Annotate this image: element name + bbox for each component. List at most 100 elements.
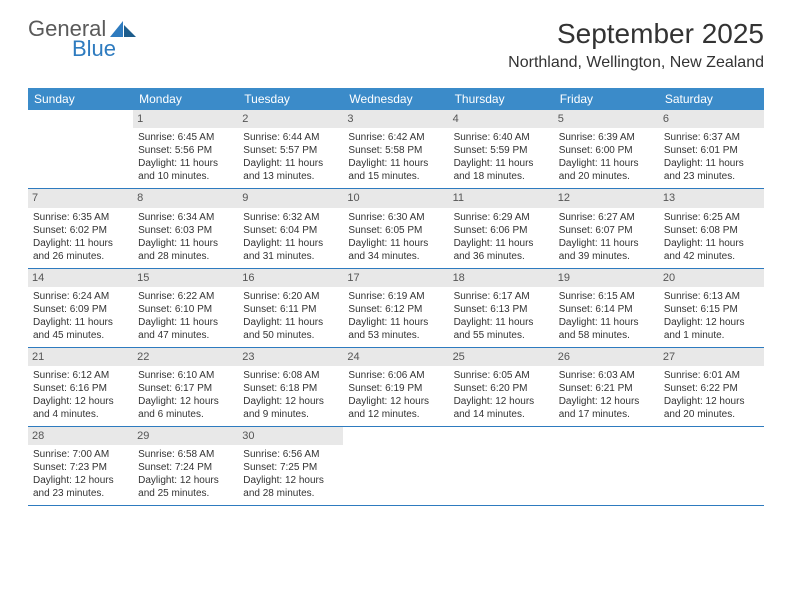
sunset-text: Sunset: 5:58 PM — [348, 144, 443, 157]
daylight-text: Daylight: 11 hours — [348, 237, 443, 250]
sunrise-text: Sunrise: 6:20 AM — [243, 290, 338, 303]
day-cell: 8Sunrise: 6:34 AMSunset: 6:03 PMDaylight… — [133, 189, 238, 267]
header: General Blue September 2025 Northland, W… — [28, 18, 764, 72]
sunrise-text: Sunrise: 6:17 AM — [454, 290, 549, 303]
day-cell: 9Sunrise: 6:32 AMSunset: 6:04 PMDaylight… — [238, 189, 343, 267]
day-cell: 7Sunrise: 6:35 AMSunset: 6:02 PMDaylight… — [28, 189, 133, 267]
daylight-text: Daylight: 11 hours — [559, 316, 654, 329]
day-cell: 10Sunrise: 6:30 AMSunset: 6:05 PMDayligh… — [343, 189, 448, 267]
daylight-text: and 25 minutes. — [138, 487, 233, 500]
daylight-text: Daylight: 12 hours — [664, 316, 759, 329]
sunset-text: Sunset: 6:02 PM — [33, 224, 128, 237]
sunset-text: Sunset: 7:24 PM — [138, 461, 233, 474]
sunrise-text: Sunrise: 6:56 AM — [243, 448, 338, 461]
sunrise-text: Sunrise: 6:39 AM — [559, 131, 654, 144]
daylight-text: and 23 minutes. — [664, 170, 759, 183]
week-row: 28Sunrise: 7:00 AMSunset: 7:23 PMDayligh… — [28, 427, 764, 506]
day-number: 13 — [659, 189, 764, 207]
day-number: 18 — [449, 269, 554, 287]
sunrise-text: Sunrise: 6:05 AM — [454, 369, 549, 382]
day-cell: 5Sunrise: 6:39 AMSunset: 6:00 PMDaylight… — [554, 110, 659, 188]
sunrise-text: Sunrise: 7:00 AM — [33, 448, 128, 461]
day-number: 1 — [133, 110, 238, 128]
sunrise-text: Sunrise: 6:12 AM — [33, 369, 128, 382]
sunset-text: Sunset: 6:01 PM — [664, 144, 759, 157]
daylight-text: Daylight: 11 hours — [454, 316, 549, 329]
daylight-text: and 15 minutes. — [348, 170, 443, 183]
sunset-text: Sunset: 6:10 PM — [138, 303, 233, 316]
daylight-text: and 45 minutes. — [33, 329, 128, 342]
day-cell: 21Sunrise: 6:12 AMSunset: 6:16 PMDayligh… — [28, 348, 133, 426]
weekday-header: SundayMondayTuesdayWednesdayThursdayFrid… — [28, 88, 764, 110]
sunset-text: Sunset: 6:14 PM — [559, 303, 654, 316]
day-cell: 2 Sunrise: 6:44 AMSunset: 5:57 PMDaylight… — [238, 110, 343, 188]
daylight-text: Daylight: 11 hours — [138, 157, 233, 170]
day-number: 6 — [659, 110, 764, 128]
sunset-text: Sunset: 6:22 PM — [664, 382, 759, 395]
sunset-text: Sunset: 5:57 PM — [243, 144, 338, 157]
daylight-text: Daylight: 11 hours — [243, 316, 338, 329]
weekday-wednesday: Wednesday — [343, 88, 448, 110]
sunset-text: Sunset: 5:56 PM — [138, 144, 233, 157]
daylight-text: and 42 minutes. — [664, 250, 759, 263]
daylight-text: and 20 minutes. — [559, 170, 654, 183]
day-cell: 1 Sunrise: 6:45 AMSunset: 5:56 PMDaylight… — [133, 110, 238, 188]
daylight-text: Daylight: 11 hours — [559, 237, 654, 250]
day-cell: 22Sunrise: 6:10 AMSunset: 6:17 PMDayligh… — [133, 348, 238, 426]
week-row: 14Sunrise: 6:24 AMSunset: 6:09 PMDayligh… — [28, 269, 764, 348]
daylight-text: Daylight: 12 hours — [138, 395, 233, 408]
day-number: 30 — [238, 427, 343, 445]
day-cell: 20Sunrise: 6:13 AMSunset: 6:15 PMDayligh… — [659, 269, 764, 347]
day-cell — [449, 427, 554, 505]
day-number: 2 — [238, 110, 343, 128]
sunset-text: Sunset: 6:05 PM — [348, 224, 443, 237]
month-title: September 2025 — [508, 18, 764, 50]
day-number: 27 — [659, 348, 764, 366]
sunset-text: Sunset: 6:13 PM — [454, 303, 549, 316]
sunrise-text: Sunrise: 6:19 AM — [348, 290, 443, 303]
daylight-text: and 53 minutes. — [348, 329, 443, 342]
sunrise-text: Sunrise: 6:35 AM — [33, 211, 128, 224]
logo-sail-icon — [110, 21, 136, 37]
sunrise-text: Sunrise: 6:44 AM — [243, 131, 338, 144]
daylight-text: and 31 minutes. — [243, 250, 338, 263]
sunrise-text: Sunrise: 6:42 AM — [348, 131, 443, 144]
daylight-text: and 17 minutes. — [559, 408, 654, 421]
day-cell: 26Sunrise: 6:03 AMSunset: 6:21 PMDayligh… — [554, 348, 659, 426]
sunrise-text: Sunrise: 6:01 AM — [664, 369, 759, 382]
daylight-text: and 18 minutes. — [454, 170, 549, 183]
daylight-text: and 20 minutes. — [664, 408, 759, 421]
week-row: 7Sunrise: 6:35 AMSunset: 6:02 PMDaylight… — [28, 189, 764, 268]
daylight-text: Daylight: 11 hours — [454, 237, 549, 250]
daylight-text: and 39 minutes. — [559, 250, 654, 263]
day-number: 23 — [238, 348, 343, 366]
sunrise-text: Sunrise: 6:58 AM — [138, 448, 233, 461]
daylight-text: and 55 minutes. — [454, 329, 549, 342]
sunrise-text: Sunrise: 6:30 AM — [348, 211, 443, 224]
day-number: 11 — [449, 189, 554, 207]
weekday-friday: Friday — [554, 88, 659, 110]
sunrise-text: Sunrise: 6:10 AM — [138, 369, 233, 382]
day-number: 25 — [449, 348, 554, 366]
day-number: 3 — [343, 110, 448, 128]
sunset-text: Sunset: 6:17 PM — [138, 382, 233, 395]
sunset-text: Sunset: 6:04 PM — [243, 224, 338, 237]
sunrise-text: Sunrise: 6:37 AM — [664, 131, 759, 144]
day-number: 9 — [238, 189, 343, 207]
weekday-saturday: Saturday — [659, 88, 764, 110]
daylight-text: and 13 minutes. — [243, 170, 338, 183]
calendar: SundayMondayTuesdayWednesdayThursdayFrid… — [28, 88, 764, 506]
sunrise-text: Sunrise: 6:45 AM — [138, 131, 233, 144]
day-number: 8 — [133, 189, 238, 207]
daylight-text: Daylight: 11 hours — [243, 157, 338, 170]
weeks: 1Sunrise: 6:45 AMSunset: 5:56 PMDaylight… — [28, 110, 764, 506]
weekday-tuesday: Tuesday — [238, 88, 343, 110]
day-cell: 4Sunrise: 6:40 AMSunset: 5:59 PMDaylight… — [449, 110, 554, 188]
sunrise-text: Sunrise: 6:40 AM — [454, 131, 549, 144]
day-cell — [554, 427, 659, 505]
daylight-text: Daylight: 12 hours — [559, 395, 654, 408]
logo-text-2: Blue — [72, 38, 136, 60]
sunrise-text: Sunrise: 6:24 AM — [33, 290, 128, 303]
daylight-text: Daylight: 11 hours — [559, 157, 654, 170]
day-cell: 28Sunrise: 7:00 AMSunset: 7:23 PMDayligh… — [28, 427, 133, 505]
